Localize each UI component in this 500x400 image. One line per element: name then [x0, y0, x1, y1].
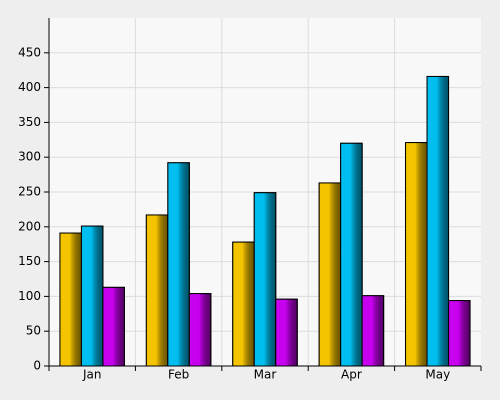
x-tick-label: Feb: [168, 368, 189, 382]
bar-shade: [361, 295, 385, 367]
bar-shade: [253, 192, 277, 367]
x-tick-label: Mar: [254, 368, 277, 382]
y-tick-label: 0: [33, 359, 41, 373]
x-tick-label: May: [425, 368, 450, 382]
y-tick-label: 150: [18, 254, 41, 268]
bar-shade: [145, 214, 169, 367]
bar-shade: [167, 162, 190, 367]
y-tick-label: 450: [18, 45, 41, 59]
bar-shade: [188, 293, 212, 367]
y-tick-label: 400: [18, 80, 41, 94]
y-tick-label: 300: [18, 150, 41, 164]
bar-shade: [275, 298, 298, 367]
bar-shade: [318, 182, 342, 367]
bar-shade: [448, 300, 471, 367]
bar-shade: [59, 232, 82, 367]
y-tick-label: 350: [18, 115, 41, 129]
y-tick-label: 200: [18, 219, 41, 233]
bar-shade: [80, 225, 104, 367]
y-tick-label: 50: [26, 324, 41, 338]
x-tick-label: Apr: [341, 368, 362, 382]
bar-shade: [426, 75, 450, 367]
bar-shade: [340, 142, 363, 367]
bar-shade: [232, 241, 255, 367]
x-tick-label: Jan: [82, 368, 102, 382]
bar-shade: [102, 286, 125, 367]
y-tick-label: 100: [18, 289, 41, 303]
y-tick-label: 250: [18, 185, 41, 199]
bar-shade: [405, 142, 428, 367]
